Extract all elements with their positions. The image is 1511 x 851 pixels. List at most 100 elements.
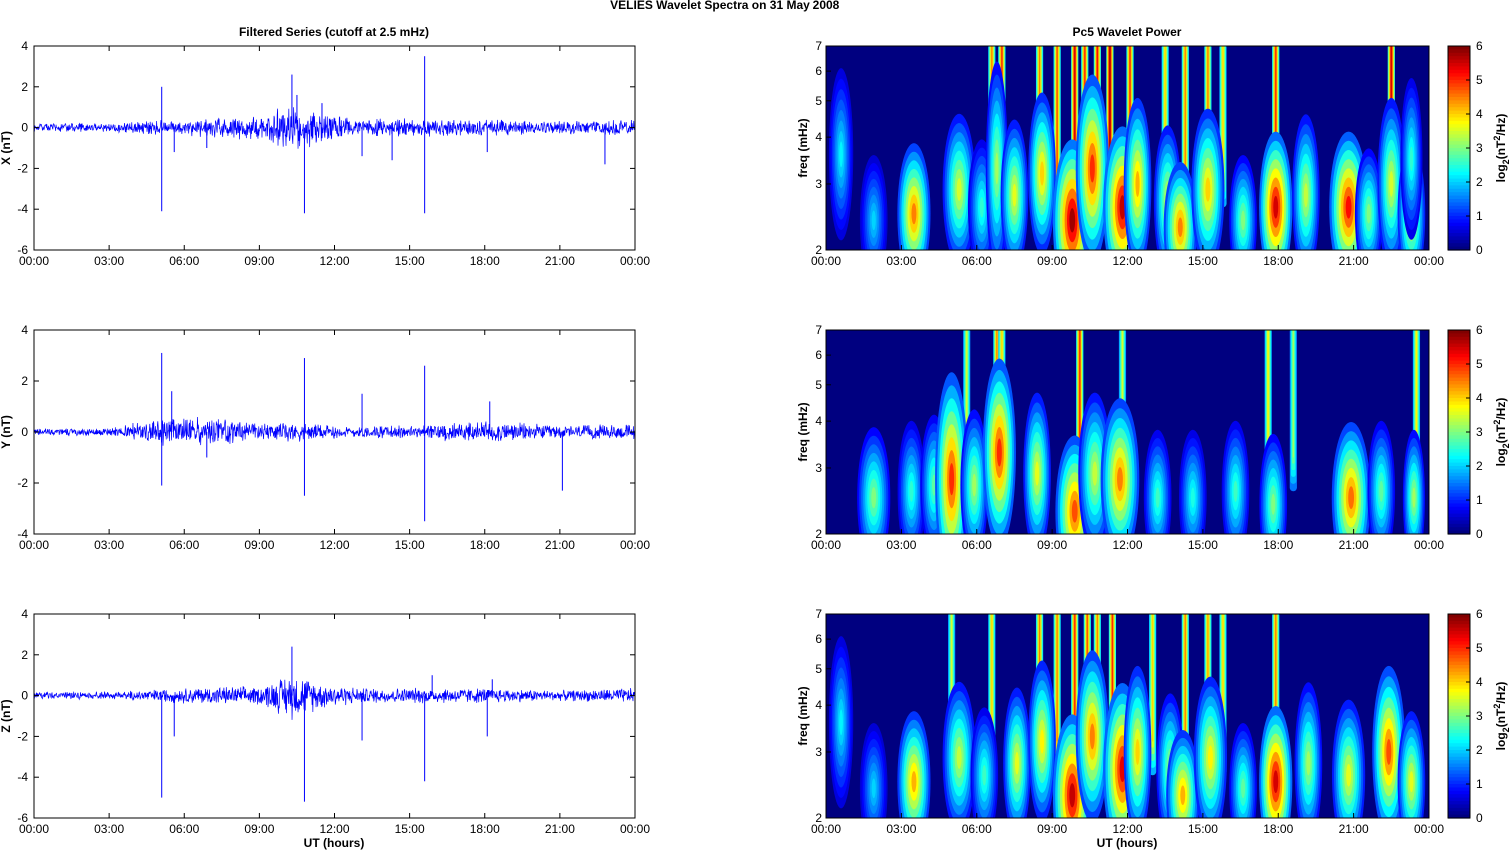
colorbar-segment — [1448, 425, 1470, 430]
signal-trace — [33, 107, 636, 149]
colorbar-segment — [1448, 216, 1470, 220]
colorbar-segment — [1448, 144, 1470, 149]
colorbar-segment — [1448, 617, 1470, 622]
colorbar-label-part-4: /Hz) — [1494, 682, 1508, 704]
wavelet-panel-2: 00:00 03:00 06:00 09:00 12:00 15:00 18:00 21:00… — [796, 607, 1511, 836]
y-tick-label: -2 — [17, 161, 28, 175]
power-blob-12 — [1233, 480, 1238, 502]
colorbar-segment — [1448, 661, 1470, 666]
power-streak-4 — [1074, 614, 1076, 742]
colorbar-segment — [1448, 496, 1470, 501]
colorbar-segment — [1448, 665, 1470, 669]
colorbar-segment — [1448, 459, 1470, 464]
colorbar-label-part-0: log — [1494, 732, 1508, 750]
colorbar-segment — [1448, 76, 1470, 81]
colorbar-segment — [1448, 476, 1470, 481]
colorbar-tick-label: 0 — [1476, 811, 1483, 825]
power-blob-5 — [995, 152, 999, 185]
right-xlabel: UT (hours) — [1097, 836, 1158, 850]
power-blob-6 — [1034, 461, 1040, 486]
power-blob-11 — [1190, 487, 1195, 508]
x-tick-label: 12:00 — [319, 538, 349, 552]
x-tick-label: 12:00 — [1112, 822, 1142, 836]
colorbar-segment — [1448, 523, 1470, 528]
power-blob-15 — [1379, 480, 1384, 502]
colorbar-segment — [1448, 391, 1470, 396]
x-tick-label: 21:00 — [545, 254, 575, 268]
colorbar-segment — [1448, 428, 1470, 433]
colorbar-segment — [1448, 767, 1470, 771]
colorbar-segment — [1448, 790, 1470, 795]
x-tick-label: 00:00 — [620, 822, 650, 836]
x-tick-label: 15:00 — [395, 254, 425, 268]
colorbar-segment — [1448, 192, 1470, 197]
x-tick-label: 15:00 — [395, 822, 425, 836]
colorbar-segment — [1448, 716, 1470, 720]
colorbar-segment — [1448, 401, 1470, 406]
colorbar-segment — [1448, 489, 1470, 494]
power-blob-17 — [1346, 763, 1352, 787]
x-tick-label: 18:00 — [470, 822, 500, 836]
power-streak-3 — [1056, 46, 1058, 174]
x-tick-label: 00:00 — [811, 538, 841, 552]
colorbar-segment — [1448, 644, 1470, 649]
colorbar-segment — [1448, 124, 1470, 129]
colorbar-segment — [1448, 527, 1470, 532]
colorbar-segment — [1448, 56, 1470, 61]
power-blob-9 — [1117, 467, 1123, 492]
colorbar-tick-label: 4 — [1476, 675, 1483, 689]
power-blob-22 — [1409, 146, 1414, 172]
colorbar-segment — [1448, 685, 1470, 690]
colorbar-segment — [1448, 773, 1470, 778]
colorbar-segment — [1448, 750, 1470, 754]
power-blob-14 — [1348, 486, 1355, 510]
colorbar-segment — [1448, 175, 1470, 180]
x-tick-label: 00:00 — [620, 254, 650, 268]
x-tick-label: 18:00 — [470, 538, 500, 552]
colorbar-segment — [1448, 726, 1470, 731]
colorbar-segment — [1448, 212, 1470, 217]
power-blob-7 — [1071, 499, 1078, 523]
colorbar-label: log2(nT2/Hz) — [1492, 114, 1511, 183]
power-blob-14 — [1205, 177, 1211, 202]
colorbar-label-part-0: log — [1494, 448, 1508, 466]
colorbar-segment — [1448, 658, 1470, 663]
colorbar-segment — [1448, 219, 1470, 224]
colorbar-segment — [1448, 486, 1470, 491]
power-blob-16 — [1273, 195, 1279, 219]
y-tick-label: 5 — [815, 94, 822, 108]
colorbar-segment — [1448, 330, 1470, 334]
colorbar-segment — [1448, 729, 1470, 734]
colorbar-segment — [1448, 66, 1470, 71]
colorbar-segment — [1448, 449, 1470, 453]
y-axis-label: X (nT) — [0, 131, 13, 165]
y-tick-label: 7 — [815, 323, 822, 337]
x-tick-label: 06:00 — [169, 822, 199, 836]
colorbar-segment — [1448, 756, 1470, 761]
x-tick-label: 03:00 — [886, 538, 916, 552]
colorbar-segment — [1448, 377, 1470, 382]
power-blob-3 — [956, 178, 962, 201]
x-tick-label: 21:00 — [1339, 254, 1369, 268]
x-tick-label: 15:00 — [1188, 538, 1218, 552]
x-tick-label: 09:00 — [1037, 822, 1067, 836]
colorbar-segment — [1448, 117, 1470, 122]
x-tick-label: 18:00 — [1263, 538, 1293, 552]
colorbar-segment — [1448, 353, 1470, 358]
colorbar-segment — [1448, 243, 1470, 248]
colorbar-tick-label: 2 — [1476, 743, 1483, 757]
colorbar-segment — [1448, 80, 1470, 84]
power-blob-1 — [871, 210, 876, 231]
colorbar-segment — [1448, 530, 1470, 535]
colorbar-segment — [1448, 784, 1470, 788]
colorbar-segment — [1448, 229, 1470, 234]
colorbar-segment — [1448, 350, 1470, 355]
colorbar-segment — [1448, 668, 1470, 673]
colorbar-segment — [1448, 236, 1470, 241]
colorbar-segment — [1448, 503, 1470, 508]
x-tick-label: 18:00 — [470, 254, 500, 268]
colorbar-tick-label: 6 — [1476, 323, 1483, 337]
colorbar-segment — [1448, 120, 1470, 125]
power-blob-1 — [909, 480, 914, 502]
